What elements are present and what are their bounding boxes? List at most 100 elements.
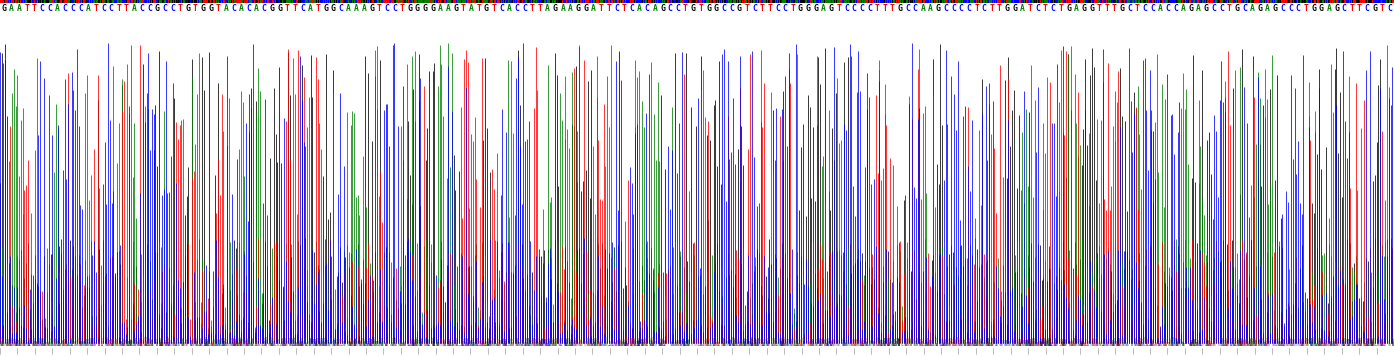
Text: T: T <box>192 4 198 12</box>
Text: G: G <box>1066 4 1071 12</box>
Text: T: T <box>1135 4 1140 12</box>
Text: G: G <box>1319 4 1324 12</box>
Text: A: A <box>1250 4 1255 12</box>
Text: A: A <box>238 4 244 12</box>
Text: A: A <box>17 4 21 12</box>
Text: C: C <box>852 4 856 12</box>
Text: C: C <box>385 4 389 12</box>
Text: T: T <box>1058 4 1064 12</box>
Text: G: G <box>415 4 420 12</box>
Text: G: G <box>422 4 428 12</box>
Text: G: G <box>1012 4 1018 12</box>
Text: T: T <box>293 4 297 12</box>
Text: G: G <box>1 4 6 12</box>
Text: G: G <box>201 4 205 12</box>
Text: C: C <box>1288 4 1294 12</box>
Text: C: C <box>729 4 733 12</box>
Text: A: A <box>920 4 926 12</box>
Text: G: G <box>1273 4 1278 12</box>
Text: G: G <box>323 4 328 12</box>
Text: G: G <box>1089 4 1094 12</box>
Text: C: C <box>1143 4 1147 12</box>
Text: C: C <box>1036 4 1040 12</box>
Text: C: C <box>109 4 113 12</box>
Text: C: C <box>843 4 849 12</box>
Text: G: G <box>1373 4 1377 12</box>
Text: C: C <box>170 4 174 12</box>
Text: G: G <box>576 4 581 12</box>
Text: A: A <box>8 4 14 12</box>
Text: A: A <box>1266 4 1270 12</box>
Text: C: C <box>100 4 106 12</box>
Text: G: G <box>453 4 459 12</box>
Text: C: C <box>1174 4 1178 12</box>
Text: T: T <box>606 4 612 12</box>
Text: C: C <box>668 4 673 12</box>
Text: G: G <box>553 4 558 12</box>
Text: A: A <box>54 4 60 12</box>
Text: T: T <box>767 4 772 12</box>
Text: G: G <box>806 4 810 12</box>
Text: C: C <box>63 4 67 12</box>
Text: C: C <box>39 4 45 12</box>
Text: T: T <box>836 4 841 12</box>
Text: T: T <box>284 4 290 12</box>
Text: C: C <box>70 4 75 12</box>
Text: T: T <box>1349 4 1355 12</box>
Text: A: A <box>131 4 137 12</box>
Text: A: A <box>652 4 658 12</box>
Text: G: G <box>431 4 435 12</box>
Text: C: C <box>1128 4 1132 12</box>
Text: T: T <box>116 4 121 12</box>
Text: A: A <box>569 4 573 12</box>
Text: T: T <box>1303 4 1309 12</box>
Text: A: A <box>438 4 443 12</box>
Text: T: T <box>461 4 466 12</box>
Text: A: A <box>223 4 229 12</box>
Text: C: C <box>300 4 305 12</box>
Text: T: T <box>93 4 98 12</box>
Text: G: G <box>208 4 213 12</box>
Text: G: G <box>1257 4 1263 12</box>
Text: T: T <box>889 4 895 12</box>
Text: T: T <box>376 4 382 12</box>
Text: G: G <box>407 4 413 12</box>
Text: A: A <box>821 4 825 12</box>
Text: G: G <box>828 4 834 12</box>
Text: T: T <box>622 4 627 12</box>
Text: T: T <box>997 4 1002 12</box>
Text: C: C <box>339 4 343 12</box>
Text: C: C <box>966 4 972 12</box>
Text: T: T <box>882 4 887 12</box>
Text: C: C <box>1388 4 1393 12</box>
Text: A: A <box>637 4 643 12</box>
Text: C: C <box>721 4 726 12</box>
Text: C: C <box>139 4 144 12</box>
Text: G: G <box>705 4 711 12</box>
Text: T: T <box>477 4 481 12</box>
Text: T: T <box>124 4 128 12</box>
Text: A: A <box>361 4 367 12</box>
Text: T: T <box>698 4 703 12</box>
Text: A: A <box>1196 4 1202 12</box>
Text: C: C <box>78 4 82 12</box>
Text: T: T <box>1097 4 1101 12</box>
Text: G: G <box>1189 4 1193 12</box>
Text: C: C <box>523 4 527 12</box>
Text: A: A <box>560 4 566 12</box>
Text: A: A <box>85 4 91 12</box>
Text: A: A <box>591 4 597 12</box>
Text: G: G <box>155 4 159 12</box>
Text: G: G <box>1312 4 1316 12</box>
Text: T: T <box>1112 4 1117 12</box>
Text: A: A <box>1020 4 1025 12</box>
Text: A: A <box>1181 4 1186 12</box>
Text: G: G <box>484 4 489 12</box>
Text: G: G <box>185 4 190 12</box>
Text: C: C <box>262 4 266 12</box>
Text: G: G <box>1082 4 1086 12</box>
Text: A: A <box>468 4 474 12</box>
Text: G: G <box>584 4 588 12</box>
Text: A: A <box>308 4 312 12</box>
Text: C: C <box>392 4 397 12</box>
